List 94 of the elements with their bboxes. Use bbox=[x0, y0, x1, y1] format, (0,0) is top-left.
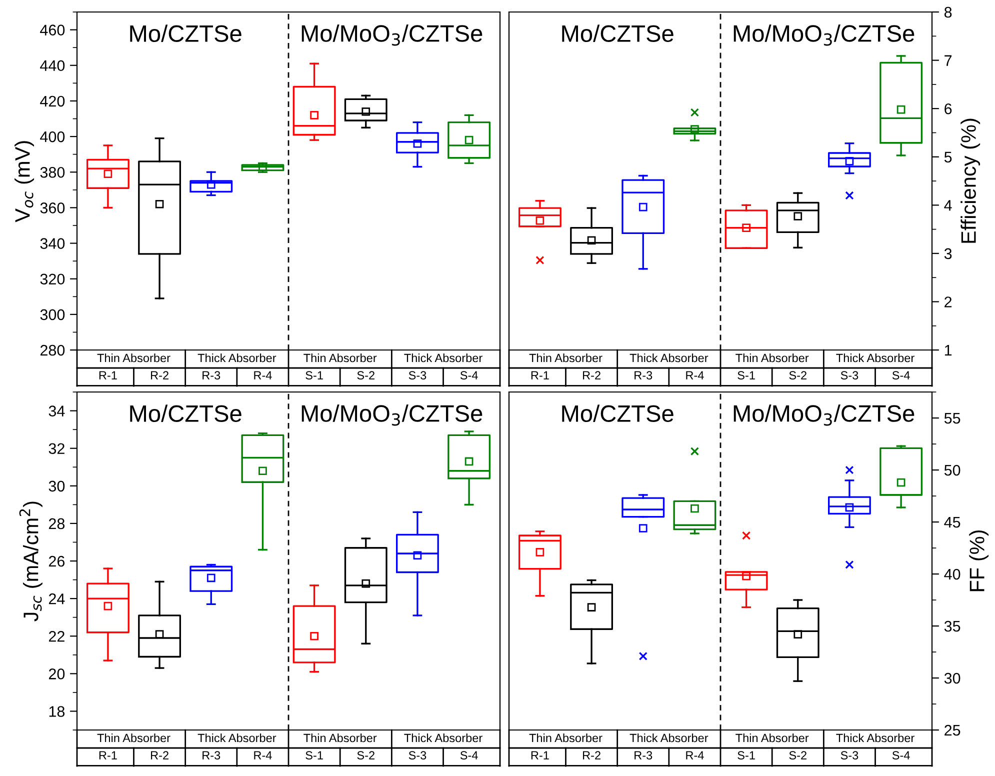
y-axis-title: FF (%) bbox=[969, 530, 989, 592]
y-tick-label: 24 bbox=[48, 593, 65, 604]
x-tick-label: S-2 bbox=[357, 751, 374, 760]
x-tick-label: S-2 bbox=[357, 371, 374, 380]
text: Thin Absorber bbox=[529, 353, 602, 362]
y-tick-label: 300 bbox=[40, 309, 65, 320]
y-tick-label: 460 bbox=[40, 24, 65, 36]
y-tick-label: 32 bbox=[48, 443, 64, 454]
y-tick-label: 3 bbox=[944, 248, 952, 260]
text: Thick Absorber bbox=[198, 353, 276, 362]
x-tick-label: R-2 bbox=[582, 751, 600, 760]
text: Thin Absorber bbox=[736, 353, 809, 362]
text: Thick Absorber bbox=[198, 734, 276, 742]
y-tick-label: 6 bbox=[944, 103, 952, 114]
x-tick-label: S-1 bbox=[306, 751, 323, 760]
text: Thick Absorber bbox=[630, 734, 708, 742]
y-tick-label: 34 bbox=[48, 406, 65, 416]
y-tick-label: 8 bbox=[944, 6, 952, 18]
annotation: Mo/MoO$_{3}$/CZTSe bbox=[302, 24, 482, 46]
y-tick-label: 50 bbox=[944, 464, 960, 476]
x-tick-label: S-4 bbox=[892, 751, 910, 760]
y-tick-label: 7 bbox=[944, 55, 952, 66]
y-tick-label: 30 bbox=[944, 672, 960, 684]
x-tick-label: R-1 bbox=[99, 371, 117, 380]
y-tick-label: 18 bbox=[49, 706, 65, 717]
x-tick-label: R-2 bbox=[150, 751, 168, 760]
y-tick-label: 20 bbox=[48, 668, 65, 680]
x-tick-label: S-3 bbox=[840, 751, 858, 760]
x-tick-label: R-4 bbox=[254, 751, 272, 760]
y-tick-label: 26 bbox=[48, 556, 65, 567]
y-tick-label: 55 bbox=[944, 413, 960, 424]
y-tick-label: 28 bbox=[48, 518, 65, 530]
x-tick-label: R-1 bbox=[531, 371, 549, 380]
x-tick-label: R-3 bbox=[634, 371, 652, 380]
annotation: Mo/MoO$_{3}$/CZTSe bbox=[734, 24, 914, 46]
y-tick-label: 4 bbox=[944, 200, 952, 211]
y-tick-label: 380 bbox=[40, 166, 65, 178]
x-tick-label: R-4 bbox=[686, 751, 704, 760]
text: Thick Absorber bbox=[836, 353, 914, 362]
x-tick-label: S-2 bbox=[789, 751, 806, 760]
x-tick-label: R-2 bbox=[150, 371, 168, 380]
x-tick-label: R-1 bbox=[531, 751, 549, 760]
x-tick-label: S-4 bbox=[892, 371, 910, 380]
x-tick-label: R-3 bbox=[634, 751, 652, 760]
text: Thick Absorber bbox=[404, 734, 482, 742]
x-tick-label: S-1 bbox=[306, 371, 323, 380]
annotation: Mo/CZTSe bbox=[130, 24, 242, 42]
x-tick-label: S-4 bbox=[460, 751, 478, 760]
y-tick-label: 320 bbox=[40, 274, 65, 285]
y-tick-label: 30 bbox=[48, 480, 65, 492]
text: Thin Absorber bbox=[97, 734, 170, 742]
y-tick-label: 400 bbox=[40, 131, 65, 142]
y-axis-title: V$_{oc}$ (mV) bbox=[14, 141, 34, 222]
y-tick-label: 45 bbox=[944, 517, 960, 528]
y-tick-label: 340 bbox=[40, 238, 65, 249]
y-tick-label: 1 bbox=[944, 345, 952, 356]
annotation: Mo/MoO$_{3}$/CZTSe bbox=[734, 404, 914, 426]
x-tick-label: S-3 bbox=[840, 371, 858, 380]
text: Thick Absorber bbox=[404, 353, 482, 362]
y-tick-label: 360 bbox=[40, 202, 65, 214]
x-tick-label: R-4 bbox=[254, 371, 272, 380]
y-tick-label: 35 bbox=[944, 620, 960, 632]
x-tick-label: R-1 bbox=[99, 751, 117, 760]
y-tick-label: 420 bbox=[40, 96, 65, 107]
y-tick-label: 280 bbox=[40, 344, 65, 356]
text: Thin Absorber bbox=[304, 353, 377, 362]
annotation: Mo/CZTSe bbox=[562, 24, 674, 42]
y-tick-label: 40 bbox=[944, 568, 960, 580]
y-tick-label: 25 bbox=[944, 724, 960, 736]
x-tick-label: S-4 bbox=[460, 371, 478, 380]
x-tick-label: R-2 bbox=[582, 371, 600, 380]
y-tick-label: 440 bbox=[40, 60, 65, 72]
x-tick-label: R-3 bbox=[202, 371, 220, 380]
x-tick-label: R-4 bbox=[686, 371, 704, 380]
x-tick-label: R-3 bbox=[202, 751, 220, 760]
y-axis-title: Efficiency (%) bbox=[960, 118, 980, 243]
y-tick-label: 2 bbox=[944, 296, 952, 308]
x-tick-label: S-1 bbox=[738, 751, 755, 760]
x-tick-label: S-1 bbox=[738, 371, 755, 380]
annotation: Mo/CZTSe bbox=[130, 404, 242, 422]
y-tick-label: 22 bbox=[48, 630, 64, 642]
text: Thin Absorber bbox=[304, 734, 377, 742]
text: Thin Absorber bbox=[97, 353, 170, 362]
y-axis-title: J$_{sc}$ (mA/cm$^{2}$) bbox=[19, 502, 42, 622]
y-tick-label: 5 bbox=[944, 152, 952, 163]
text: Thick Absorber bbox=[630, 353, 708, 362]
x-tick-label: S-2 bbox=[789, 371, 806, 380]
text: Thin Absorber bbox=[529, 734, 602, 742]
x-tick-label: S-3 bbox=[408, 751, 426, 760]
text: Thick Absorber bbox=[836, 734, 914, 742]
x-tick-label: S-3 bbox=[408, 371, 426, 380]
annotation: Mo/MoO$_{3}$/CZTSe bbox=[302, 404, 482, 426]
text: Thin Absorber bbox=[736, 734, 809, 742]
annotation: Mo/CZTSe bbox=[562, 404, 674, 422]
